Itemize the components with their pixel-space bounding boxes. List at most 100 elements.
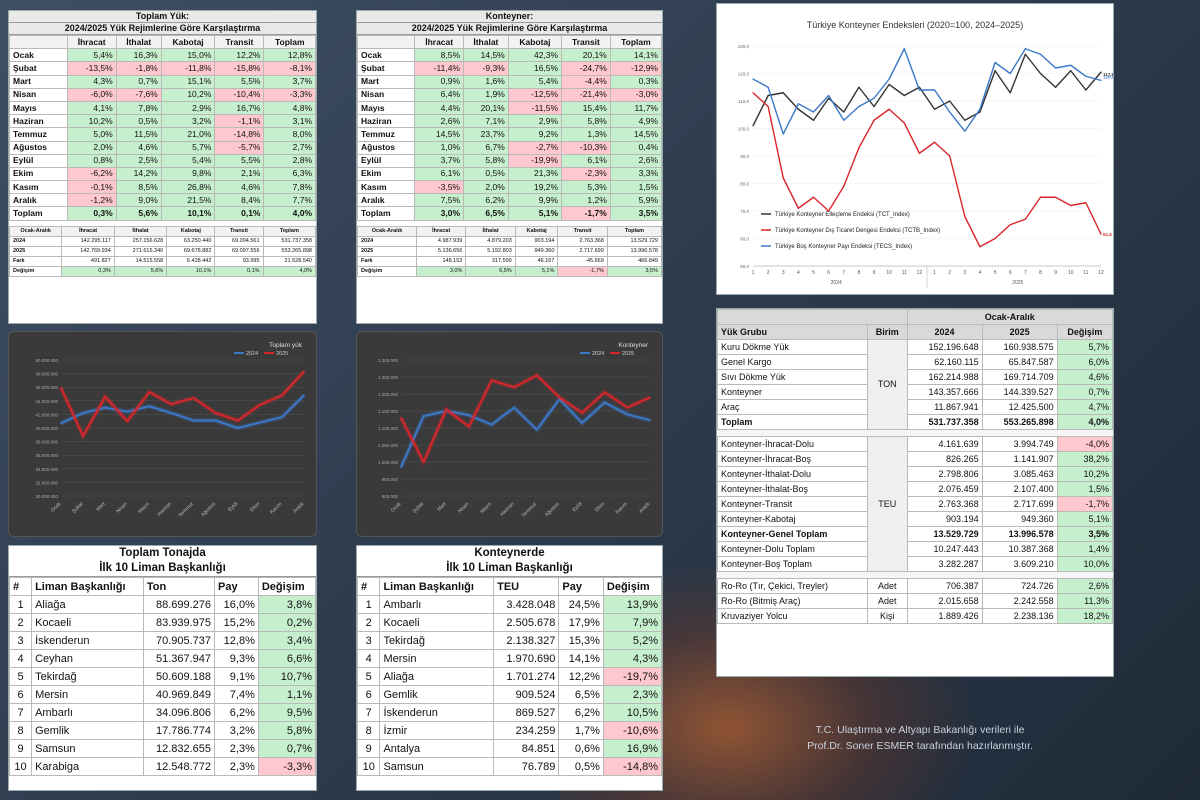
value-2024: 1.889.426	[906, 608, 983, 624]
y-tick-label: 46.000.000	[35, 385, 58, 390]
month-label: Haziran	[9, 114, 68, 129]
x-tick-label: 9	[1054, 270, 1057, 276]
value-cell: -2,3%	[561, 166, 611, 182]
summary-value: 148.153	[415, 255, 467, 267]
cargo-group: Konteyner-İhracat-Boş	[716, 451, 869, 467]
data-point	[1055, 67, 1057, 69]
share-cell: 1,7%	[558, 721, 604, 740]
value-cell: 4,3%	[66, 74, 117, 89]
summary-value: 3,0%	[415, 265, 467, 277]
summary-row-label: 2025	[8, 245, 63, 257]
data-point	[873, 97, 875, 99]
rank-cell: 5	[8, 667, 33, 686]
value-cell: 21,5%	[160, 193, 216, 208]
month-label: Mart	[356, 74, 416, 89]
other-row: Ro-Ro (Tır, Çekici, Treyler) Adet 706.387 7…	[716, 578, 1114, 594]
table-row: Kasım -0,1% 8,5% 26,8% 4,6% 7,8%	[9, 180, 316, 195]
x-tick-label: Kasım	[615, 501, 629, 515]
data-point	[1024, 53, 1026, 55]
data-point	[903, 122, 905, 124]
summary-value: 14.515.558	[113, 255, 168, 267]
share-cell: 9,3%	[214, 649, 259, 668]
y-tick-label: 30.000.000	[35, 494, 58, 499]
cargo-group: Toplam	[716, 414, 869, 430]
summary-value: 949.360	[514, 245, 559, 257]
data-point	[422, 415, 425, 417]
table-row: 1 Aliağa 88.699.276 16,0% 3,8%	[8, 595, 317, 614]
month-label: Mayıs	[9, 100, 68, 116]
data-point	[626, 413, 629, 416]
change-cell: 5,7%	[1056, 339, 1114, 355]
y-tick-label: 80,0	[740, 182, 749, 187]
value-cell: 0,5%	[115, 114, 162, 129]
table-row: Ağustos 1,0% 6,7% -2,7% -10,3% 0,4%	[356, 140, 663, 155]
cargo-group: Konteyner-Dolu Toplam	[716, 541, 869, 557]
data-point	[782, 133, 784, 135]
change-cell: 5,2%	[602, 631, 663, 650]
data-point	[603, 401, 606, 404]
teu-row: Konteyner-Boş Toplam 3.282.287 3.609.210 10…	[716, 556, 1114, 572]
summary-row: 2024 4.987.939 4.879.203 903.194 2.763.368 13…	[357, 235, 663, 247]
table-row: 5 Aliağa 1.701.274 12,2% -19,7%	[356, 667, 663, 686]
data-point	[933, 108, 936, 110]
x-tick-label: Eylül	[572, 501, 584, 513]
data-point	[782, 92, 784, 94]
y-tick-label: 60,0	[740, 237, 749, 242]
data-point	[782, 177, 784, 179]
rank-cell: 1	[356, 595, 381, 614]
value-cell: 2,8%	[263, 153, 316, 168]
column-header: TEU	[493, 577, 560, 596]
value-cell: 8,5%	[414, 48, 464, 63]
value-cell: 5,6%	[115, 206, 162, 221]
value-cell: 7,8%	[263, 180, 316, 195]
value-cell: 8,4%	[214, 193, 265, 208]
x-tick-label: 8	[1039, 270, 1042, 276]
x-tick-label: 11	[902, 270, 907, 276]
data-point	[1085, 202, 1087, 204]
data-point	[558, 396, 561, 399]
table-row: Mart 0,9% 1,6% 5,4% -4,4% 0,3%	[356, 74, 663, 89]
data-point	[1024, 48, 1026, 50]
y-tick-label: 110,0	[738, 99, 749, 104]
value-cell: 1,3%	[561, 127, 611, 142]
data-point	[918, 152, 921, 154]
x-tick-label: Aralık	[638, 501, 652, 515]
value-cell: 20,1%	[463, 100, 509, 116]
data-point	[1055, 86, 1057, 88]
index-chart-title: Türkiye Konteyner Endeksleri (2020=100, …	[807, 20, 1023, 30]
table-row: 2 Kocaeli 83.939.975 15,2% 0,2%	[8, 613, 317, 632]
data-point	[843, 185, 845, 187]
value-2024: 13.529.729	[906, 526, 983, 542]
value-cell: 26,8%	[160, 180, 216, 195]
value-2025: 2.717.699	[981, 496, 1058, 512]
data-point	[214, 419, 217, 422]
value-cell: 2,6%	[609, 153, 663, 168]
rank-cell: 8	[356, 721, 381, 740]
data-point	[812, 196, 815, 198]
value-cell: 5,4%	[160, 153, 216, 168]
y-tick-label: 32.000.000	[35, 480, 58, 485]
summary-value: 6.428.442	[166, 255, 216, 267]
summary-value: 491.827	[61, 255, 115, 267]
x-tick-label: 6	[827, 270, 830, 276]
summary-value: 142.769.934	[61, 245, 115, 257]
summary-value: 13.996.578	[606, 245, 663, 257]
summary-column-header: Ocak-Aralık	[357, 225, 417, 237]
summary-value: 69.004.561	[214, 235, 264, 247]
rank-cell: 1	[8, 595, 33, 614]
cargo-group: Araç	[716, 399, 869, 415]
port-name: Kocaeli	[31, 613, 144, 632]
data-point	[148, 391, 151, 393]
volume-cell: 1.701.274	[493, 667, 560, 686]
volume-cell: 88.699.276	[142, 595, 216, 614]
value-cell: 9,2%	[507, 127, 563, 142]
table-row: Şubat -13,5% -1,8% -11,8% -15,8% -8,1%	[9, 61, 316, 76]
data-point	[649, 396, 651, 399]
data-point	[843, 119, 845, 121]
change-cell: 3,8%	[257, 595, 317, 614]
other-row: Kruvaziyer Yolcu Kişi 1.889.426 2.238.136 18…	[716, 608, 1114, 624]
x-tick-label: 6	[1009, 270, 1012, 276]
change-cell: -3,3%	[257, 757, 317, 776]
value-2025: 160.938.575	[981, 339, 1058, 355]
ports-tonnage-title-1: Toplam Tonajda	[119, 547, 206, 559]
